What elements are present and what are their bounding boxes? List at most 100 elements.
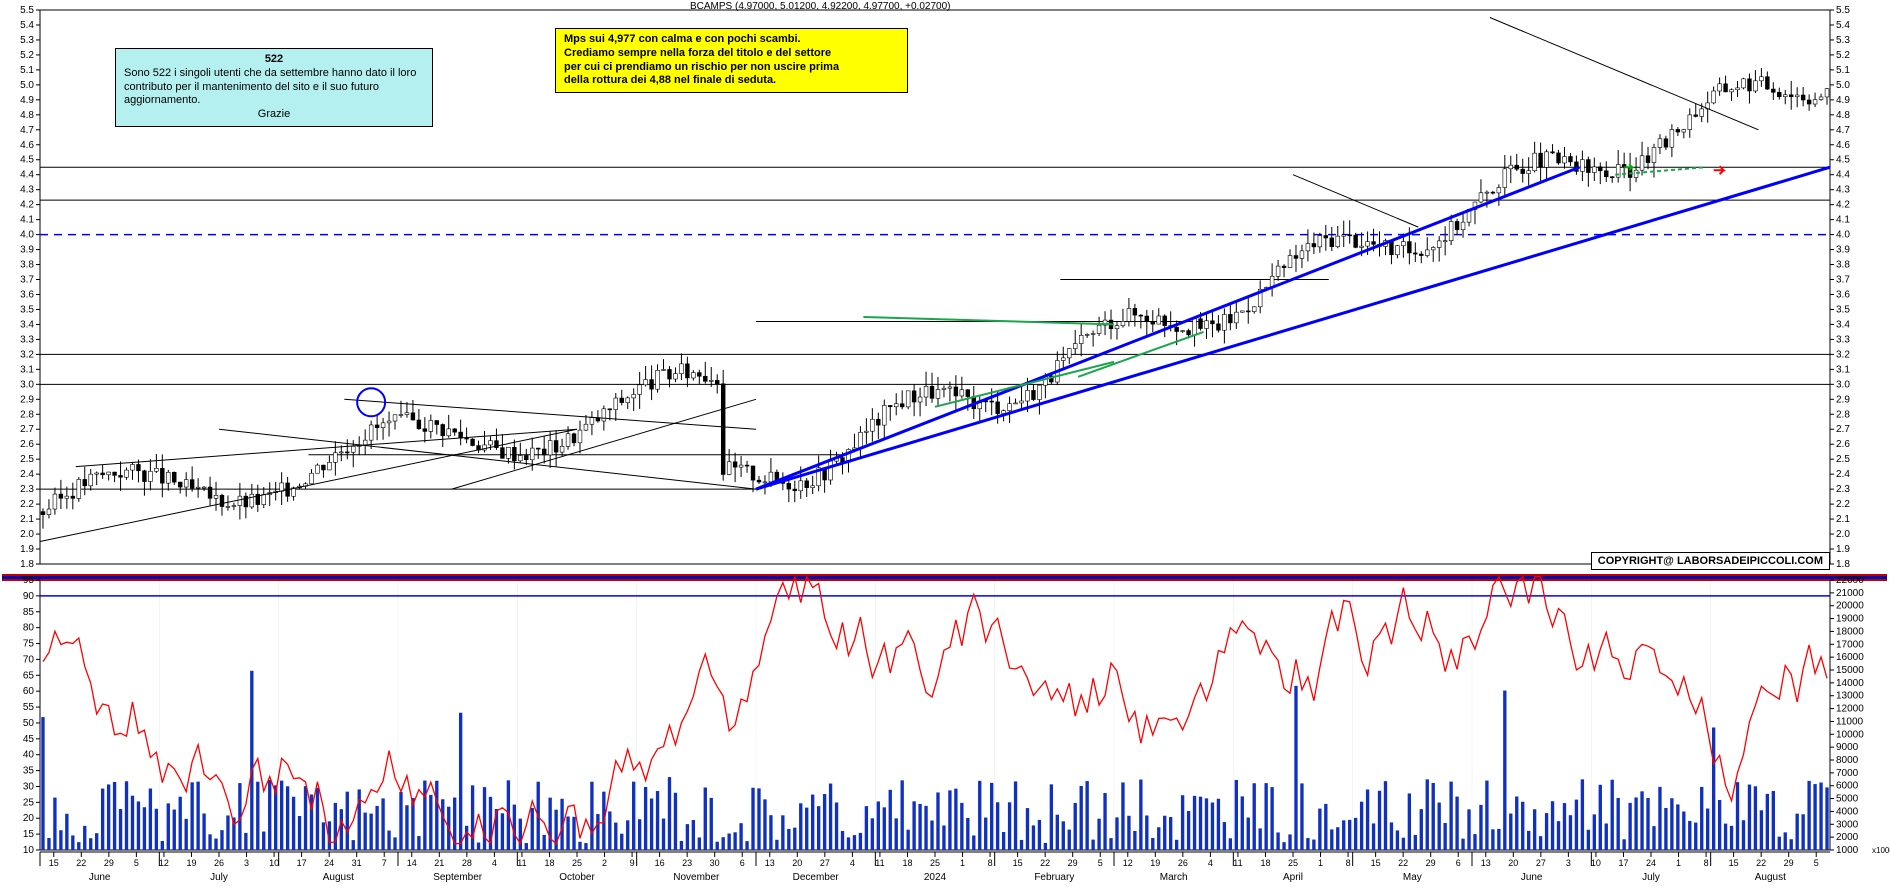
svg-text:3.2: 3.2 xyxy=(1836,349,1850,360)
svg-text:3.5: 3.5 xyxy=(1836,304,1850,315)
svg-text:July: July xyxy=(1642,872,1660,883)
svg-text:25: 25 xyxy=(930,858,940,868)
svg-text:3.1: 3.1 xyxy=(20,364,34,375)
svg-text:12: 12 xyxy=(159,858,169,868)
svg-text:17000: 17000 xyxy=(1836,639,1864,650)
svg-text:4: 4 xyxy=(850,858,855,868)
svg-text:60: 60 xyxy=(23,686,35,697)
svg-text:5.4: 5.4 xyxy=(1836,20,1850,31)
copyright-label: COPYRIGHT@ LABORSADEIPICCOLI.COM xyxy=(1591,552,1830,570)
svg-text:14000: 14000 xyxy=(1836,678,1864,689)
svg-text:6: 6 xyxy=(1456,858,1461,868)
svg-text:12000: 12000 xyxy=(1836,704,1864,715)
svg-text:5: 5 xyxy=(1098,858,1103,868)
svg-text:2.1: 2.1 xyxy=(20,514,34,525)
svg-text:4.7: 4.7 xyxy=(20,125,34,136)
svg-text:5.5: 5.5 xyxy=(1836,5,1850,16)
svg-text:3.6: 3.6 xyxy=(20,289,34,300)
svg-text:11: 11 xyxy=(517,858,526,868)
svg-text:4.9: 4.9 xyxy=(20,95,34,106)
svg-text:75: 75 xyxy=(23,639,35,650)
svg-text:21000: 21000 xyxy=(1836,588,1864,599)
svg-text:15: 15 xyxy=(23,829,35,840)
svg-text:4.6: 4.6 xyxy=(20,140,34,151)
svg-text:3.3: 3.3 xyxy=(1836,334,1850,345)
svg-text:August: August xyxy=(323,872,354,883)
svg-text:29: 29 xyxy=(104,858,114,868)
svg-text:3.8: 3.8 xyxy=(20,260,34,271)
svg-text:5.5: 5.5 xyxy=(20,5,34,16)
svg-text:2.3: 2.3 xyxy=(20,484,34,495)
svg-text:18: 18 xyxy=(1260,858,1270,868)
svg-text:1: 1 xyxy=(1318,858,1323,868)
svg-text:95: 95 xyxy=(23,575,35,586)
svg-text:27: 27 xyxy=(820,858,830,868)
svg-text:45: 45 xyxy=(23,734,35,745)
svg-text:17: 17 xyxy=(297,858,307,868)
svg-text:4000: 4000 xyxy=(1836,806,1859,817)
svg-text:July: July xyxy=(210,872,228,883)
svg-text:20: 20 xyxy=(23,813,35,824)
svg-text:31: 31 xyxy=(352,858,362,868)
svg-text:February: February xyxy=(1034,872,1074,883)
svg-text:30: 30 xyxy=(710,858,720,868)
svg-text:26: 26 xyxy=(214,858,224,868)
svg-text:5.0: 5.0 xyxy=(20,80,34,91)
svg-text:20: 20 xyxy=(792,858,802,868)
svg-text:May: May xyxy=(1403,872,1422,883)
svg-text:5.4: 5.4 xyxy=(20,20,34,31)
svg-text:4.9: 4.9 xyxy=(1836,95,1850,106)
svg-text:15: 15 xyxy=(49,858,59,868)
svg-text:2.4: 2.4 xyxy=(20,469,34,480)
svg-text:2.7: 2.7 xyxy=(20,424,34,435)
svg-text:5.1: 5.1 xyxy=(20,65,34,76)
price-chart: 1.81.81.91.92.02.02.12.12.22.22.32.32.42… xyxy=(0,0,1890,895)
svg-text:3000: 3000 xyxy=(1836,819,1859,830)
svg-text:3.7: 3.7 xyxy=(20,275,34,286)
svg-text:28: 28 xyxy=(462,858,472,868)
svg-text:1: 1 xyxy=(960,858,965,868)
svg-text:10: 10 xyxy=(1591,858,1601,868)
svg-text:2.2: 2.2 xyxy=(1836,499,1850,510)
svg-text:70: 70 xyxy=(23,654,35,665)
svg-text:2.0: 2.0 xyxy=(1836,529,1850,540)
svg-text:15: 15 xyxy=(1013,858,1023,868)
svg-text:1.9: 1.9 xyxy=(1836,544,1850,555)
svg-text:4.1: 4.1 xyxy=(1836,215,1850,226)
svg-text:27: 27 xyxy=(1536,858,1546,868)
svg-text:10: 10 xyxy=(23,845,35,856)
svg-text:5.3: 5.3 xyxy=(20,35,34,46)
svg-text:25: 25 xyxy=(572,858,582,868)
svg-text:20000: 20000 xyxy=(1836,601,1864,612)
svg-text:5.2: 5.2 xyxy=(1836,50,1850,61)
svg-text:2.8: 2.8 xyxy=(20,409,34,420)
svg-text:5: 5 xyxy=(1814,858,1819,868)
svg-text:8: 8 xyxy=(1346,858,1351,868)
svg-text:2.4: 2.4 xyxy=(1836,469,1850,480)
svg-text:x100000: x100000 xyxy=(1872,846,1890,855)
svg-text:50: 50 xyxy=(23,718,35,729)
svg-text:3.5: 3.5 xyxy=(20,304,34,315)
svg-text:5: 5 xyxy=(134,858,139,868)
svg-text:5.0: 5.0 xyxy=(1836,80,1850,91)
svg-text:June: June xyxy=(89,872,111,883)
svg-text:5.3: 5.3 xyxy=(1836,35,1850,46)
svg-text:29: 29 xyxy=(1784,858,1794,868)
svg-text:21: 21 xyxy=(434,858,444,868)
svg-text:3.4: 3.4 xyxy=(20,319,34,330)
svg-text:4.4: 4.4 xyxy=(20,170,34,181)
svg-text:13000: 13000 xyxy=(1836,691,1864,702)
svg-text:2.8: 2.8 xyxy=(1836,409,1850,420)
svg-text:2.9: 2.9 xyxy=(1836,394,1850,405)
svg-text:16: 16 xyxy=(655,858,665,868)
svg-text:24: 24 xyxy=(324,858,334,868)
svg-text:3: 3 xyxy=(244,858,249,868)
svg-text:65: 65 xyxy=(23,670,35,681)
svg-text:15: 15 xyxy=(1729,858,1739,868)
svg-text:4.0: 4.0 xyxy=(1836,230,1850,241)
svg-text:3.4: 3.4 xyxy=(1836,319,1850,330)
svg-text:22000: 22000 xyxy=(1836,575,1864,586)
svg-text:4.5: 4.5 xyxy=(20,155,34,166)
svg-text:22: 22 xyxy=(76,858,86,868)
svg-text:23: 23 xyxy=(682,858,692,868)
